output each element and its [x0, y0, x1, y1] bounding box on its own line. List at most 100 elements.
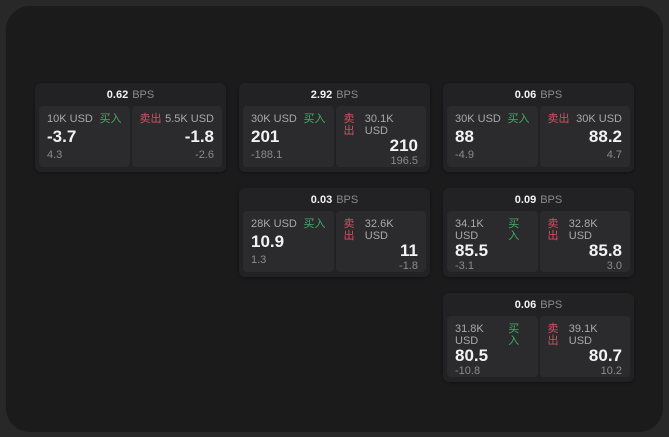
sell-price: 11: [400, 241, 418, 260]
quote-card: 0.09 BPS 34.1K USD 买入 85.5 -3.1 卖出 32.8K…: [443, 188, 634, 277]
bps-value: 2.92: [310, 88, 333, 101]
bps-unit-label: BPS: [540, 298, 563, 311]
buy-price: 80.5: [455, 346, 489, 365]
card-header: 0.09 BPS: [443, 188, 634, 211]
buy-panel[interactable]: 31.8K USD 买入 80.5 -10.8: [447, 316, 538, 377]
buy-amount: 31.8K USD: [455, 323, 484, 347]
bps-unit-label: BPS: [336, 88, 359, 101]
sell-amount: 30K USD: [576, 113, 622, 125]
buy-amount: 30K USD: [455, 113, 501, 125]
bps-value: 0.06: [514, 298, 537, 311]
quote-card: 0.06 BPS 30K USD 买入 88 -4.9 卖出 30K USD 8…: [443, 83, 634, 172]
buy-tag: 买入: [303, 218, 326, 230]
sell-price: 210: [389, 136, 418, 155]
quote-panels: 31.8K USD 买入 80.5 -10.8 卖出 39.1K USD 80.…: [443, 316, 634, 382]
sell-panel[interactable]: 卖出 39.1K USD 80.7 10.2: [539, 316, 630, 377]
buy-panel[interactable]: 28K USD 买入 10.9 1.3: [243, 211, 334, 272]
sell-delta: 4.7: [606, 149, 622, 161]
buy-panel-top: 34.1K USD 买入: [455, 218, 530, 242]
buy-panel-top: 30K USD 买入: [455, 113, 530, 125]
buy-delta: -188.1: [251, 149, 283, 161]
buy-panel-top: 28K USD 买入: [251, 218, 326, 230]
sell-tag: 卖出: [343, 218, 355, 242]
quote-panels: 30K USD 买入 88 -4.9 卖出 30K USD 88.2 4.7: [443, 106, 634, 172]
quote-panels: 34.1K USD 买入 85.5 -3.1 卖出 32.8K USD 85.8…: [443, 211, 634, 277]
card-header: 0.03 BPS: [239, 188, 430, 211]
bps-unit-label: BPS: [540, 193, 563, 206]
bps-unit-label: BPS: [132, 88, 155, 101]
sell-price: 88.2: [588, 127, 622, 146]
sell-panel[interactable]: 卖出 30.1K USD 210 196.5: [335, 106, 426, 167]
buy-amount: 30K USD: [251, 113, 297, 125]
card-header: 2.92 BPS: [239, 83, 430, 106]
sell-tag: 卖出: [547, 113, 570, 125]
quote-card: 0.03 BPS 28K USD 买入 10.9 1.3 卖出 32.6K US…: [239, 188, 430, 277]
sell-amount: 30.1K USD: [364, 113, 394, 137]
buy-tag: 买入: [99, 113, 122, 125]
buy-panel[interactable]: 30K USD 买入 201 -188.1: [243, 106, 334, 167]
buy-price: 10.9: [251, 232, 285, 251]
buy-tag: 买入: [508, 323, 520, 347]
bps-value: 0.62: [106, 88, 129, 101]
sell-delta: 10.2: [600, 365, 622, 377]
sell-panel-top: 卖出 30.1K USD: [344, 113, 419, 137]
buy-price: -3.7: [47, 127, 77, 146]
sell-delta: -2.6: [195, 149, 214, 161]
buy-delta: -4.9: [455, 149, 474, 161]
quote-card: 2.92 BPS 30K USD 买入 201 -188.1 卖出 30.1K …: [239, 83, 430, 172]
buy-panel-top: 10K USD 买入: [47, 113, 122, 125]
sell-panel-top: 卖出 30K USD: [548, 113, 623, 125]
buy-delta: -10.8: [455, 365, 481, 377]
buy-delta: 1.3: [251, 254, 267, 266]
buy-amount: 10K USD: [47, 113, 93, 125]
sell-panel[interactable]: 卖出 32.8K USD 85.8 3.0: [539, 211, 630, 272]
card-header: 0.06 BPS: [443, 83, 634, 106]
buy-tag: 买入: [507, 113, 530, 125]
sell-amount: 39.1K USD: [568, 323, 598, 347]
card-header: 0.06 BPS: [443, 293, 634, 316]
sell-panel[interactable]: 卖出 30K USD 88.2 4.7: [539, 106, 630, 167]
bps-unit-label: BPS: [336, 193, 359, 206]
quote-panels: 10K USD 买入 -3.7 4.3 卖出 5.5K USD -1.8 -2.…: [35, 106, 226, 172]
card-header: 0.62 BPS: [35, 83, 226, 106]
sell-tag: 卖出: [139, 113, 162, 125]
sell-panel[interactable]: 卖出 32.6K USD 11 -1.8: [335, 211, 426, 272]
buy-price: 85.5: [455, 241, 489, 260]
quote-panels: 28K USD 买入 10.9 1.3 卖出 32.6K USD 11 -1.8: [239, 211, 430, 277]
sell-tag: 卖出: [343, 113, 355, 137]
buy-delta: -3.1: [455, 260, 474, 272]
buy-price: 201: [251, 127, 280, 146]
buy-amount: 28K USD: [251, 218, 297, 230]
sell-panel-top: 卖出 32.6K USD: [344, 218, 419, 242]
buy-tag: 买入: [303, 113, 326, 125]
buy-delta: 4.3: [47, 149, 63, 161]
sell-amount: 5.5K USD: [165, 113, 214, 125]
buy-tag: 买入: [508, 218, 520, 242]
sell-delta: 196.5: [390, 155, 418, 167]
sell-amount: 32.8K USD: [568, 218, 598, 242]
buy-panel[interactable]: 10K USD 买入 -3.7 4.3: [39, 106, 130, 167]
quote-card: 0.62 BPS 10K USD 买入 -3.7 4.3 卖出 5.5K USD…: [35, 83, 226, 172]
bps-value: 0.03: [310, 193, 333, 206]
sell-price: 80.7: [588, 346, 622, 365]
sell-price: 85.8: [588, 241, 622, 260]
sell-price: -1.8: [184, 127, 214, 146]
sell-panel[interactable]: 卖出 5.5K USD -1.8 -2.6: [131, 106, 222, 167]
quote-card: 0.06 BPS 31.8K USD 买入 80.5 -10.8 卖出 39.1…: [443, 293, 634, 382]
sell-delta: 3.0: [606, 260, 622, 272]
sell-tag: 卖出: [547, 218, 559, 242]
sell-panel-top: 卖出 39.1K USD: [548, 323, 623, 347]
buy-panel[interactable]: 30K USD 买入 88 -4.9: [447, 106, 538, 167]
buy-panel[interactable]: 34.1K USD 买入 85.5 -3.1: [447, 211, 538, 272]
sell-panel-top: 卖出 32.8K USD: [548, 218, 623, 242]
bps-value: 0.06: [514, 88, 537, 101]
buy-amount: 34.1K USD: [455, 218, 484, 242]
quote-panels: 30K USD 买入 201 -188.1 卖出 30.1K USD 210 1…: [239, 106, 430, 172]
sell-panel-top: 卖出 5.5K USD: [140, 113, 215, 125]
sell-amount: 32.6K USD: [364, 218, 394, 242]
bps-value: 0.09: [514, 193, 537, 206]
buy-panel-top: 30K USD 买入: [251, 113, 326, 125]
buy-price: 88: [455, 127, 474, 146]
bps-unit-label: BPS: [540, 88, 563, 101]
buy-panel-top: 31.8K USD 买入: [455, 323, 530, 347]
